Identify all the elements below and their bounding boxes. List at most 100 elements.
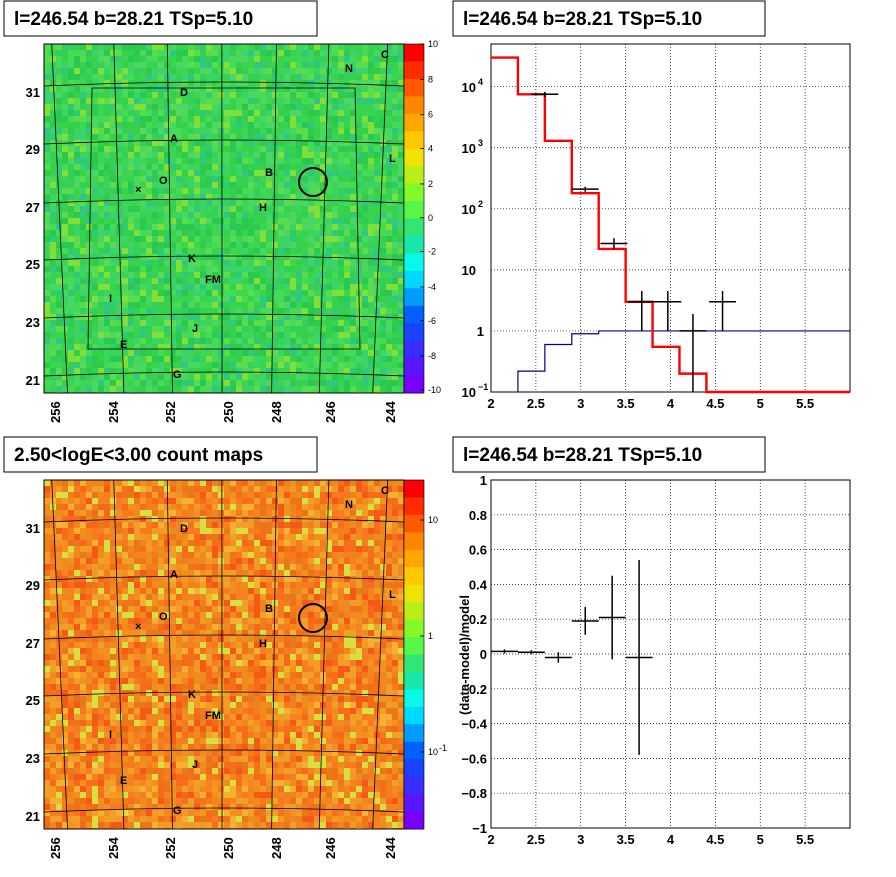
map-pixel — [218, 206, 224, 212]
map-pixel — [368, 296, 374, 302]
map-pixel — [350, 516, 356, 522]
map-pixel — [230, 92, 236, 98]
map-pixel — [92, 302, 98, 308]
map-pixel — [128, 600, 134, 606]
map-pixel — [152, 486, 158, 492]
map-pixel — [248, 558, 254, 564]
map-pixel — [200, 356, 206, 362]
map-pixel — [140, 594, 146, 600]
map-pixel — [110, 68, 116, 74]
map-pixel — [368, 356, 374, 362]
map-pixel — [86, 188, 92, 194]
map-pixel — [62, 128, 68, 134]
map-pixel — [398, 140, 404, 146]
map-pixel — [338, 600, 344, 606]
map-pixel — [206, 380, 212, 386]
map-pixel — [278, 492, 284, 498]
map-pixel — [110, 540, 116, 546]
map-pixel — [218, 158, 224, 164]
map-pixel — [194, 492, 200, 498]
map-pixel — [236, 260, 242, 266]
map-pixel — [302, 68, 308, 74]
map-pixel — [224, 576, 230, 582]
map-pixel — [356, 338, 362, 344]
map-pixel — [92, 74, 98, 80]
map-pixel — [356, 140, 362, 146]
map-pixel — [110, 606, 116, 612]
map-pixel — [278, 212, 284, 218]
map-pixel — [236, 56, 242, 62]
map-pixel — [254, 332, 260, 338]
map-pixel — [368, 152, 374, 158]
map-pixel — [170, 326, 176, 332]
map-pixel — [350, 332, 356, 338]
map-pixel — [122, 504, 128, 510]
map-pixel — [188, 146, 194, 152]
map-pixel — [170, 528, 176, 534]
map-pixel — [248, 74, 254, 80]
map-pixel — [182, 314, 188, 320]
map-pixel — [104, 594, 110, 600]
map-pixel — [362, 158, 368, 164]
map-pixel — [368, 242, 374, 248]
map-pixel — [74, 284, 80, 290]
map-pixel — [200, 290, 206, 296]
map-pixel — [104, 152, 110, 158]
map-pixel — [182, 498, 188, 504]
map-pixel — [212, 374, 218, 380]
map-pixel — [92, 224, 98, 230]
map-pixel — [206, 546, 212, 552]
map-pixel — [398, 314, 404, 320]
map-pixel — [218, 308, 224, 314]
map-pixel — [314, 110, 320, 116]
map-pixel — [80, 194, 86, 200]
map-pixel — [356, 218, 362, 224]
map-pixel — [344, 576, 350, 582]
map-pixel — [122, 152, 128, 158]
map-pixel — [356, 44, 362, 50]
map-pixel — [92, 606, 98, 612]
map-pixel — [206, 158, 212, 164]
map-pixel — [230, 272, 236, 278]
map-pixel — [176, 600, 182, 606]
map-pixel — [182, 212, 188, 218]
map-pixel — [392, 564, 398, 570]
map-pixel — [224, 110, 230, 116]
map-pixel — [134, 170, 140, 176]
map-pixel — [266, 582, 272, 588]
map-pixel — [128, 68, 134, 74]
map-pixel — [248, 486, 254, 492]
map-pixel — [218, 480, 224, 486]
map-pixel — [248, 164, 254, 170]
map-pixel — [350, 552, 356, 558]
map-pixel — [392, 546, 398, 552]
map-pixel — [284, 302, 290, 308]
map-pixel — [164, 308, 170, 314]
map-pixel — [170, 504, 176, 510]
map-pixel — [128, 218, 134, 224]
map-pixel — [290, 56, 296, 62]
map-pixel — [194, 546, 200, 552]
map-pixel — [254, 116, 260, 122]
map-pixel — [302, 134, 308, 140]
map-pixel — [362, 552, 368, 558]
map-pixel — [170, 236, 176, 242]
map-pixel — [224, 116, 230, 122]
map-pixel — [158, 296, 164, 302]
map-pixel — [176, 290, 182, 296]
map-pixel — [290, 564, 296, 570]
map-pixel — [56, 522, 62, 528]
map-pixel — [188, 534, 194, 540]
map-pixel — [158, 248, 164, 254]
map-pixel — [236, 50, 242, 56]
map-pixel — [356, 350, 362, 356]
map-pixel — [392, 242, 398, 248]
map-pixel — [122, 606, 128, 612]
map-pixel — [344, 362, 350, 368]
map-pixel — [224, 570, 230, 576]
map-pixel — [122, 248, 128, 254]
map-pixel — [338, 528, 344, 534]
map-pixel — [80, 218, 86, 224]
map-pixel — [98, 570, 104, 576]
